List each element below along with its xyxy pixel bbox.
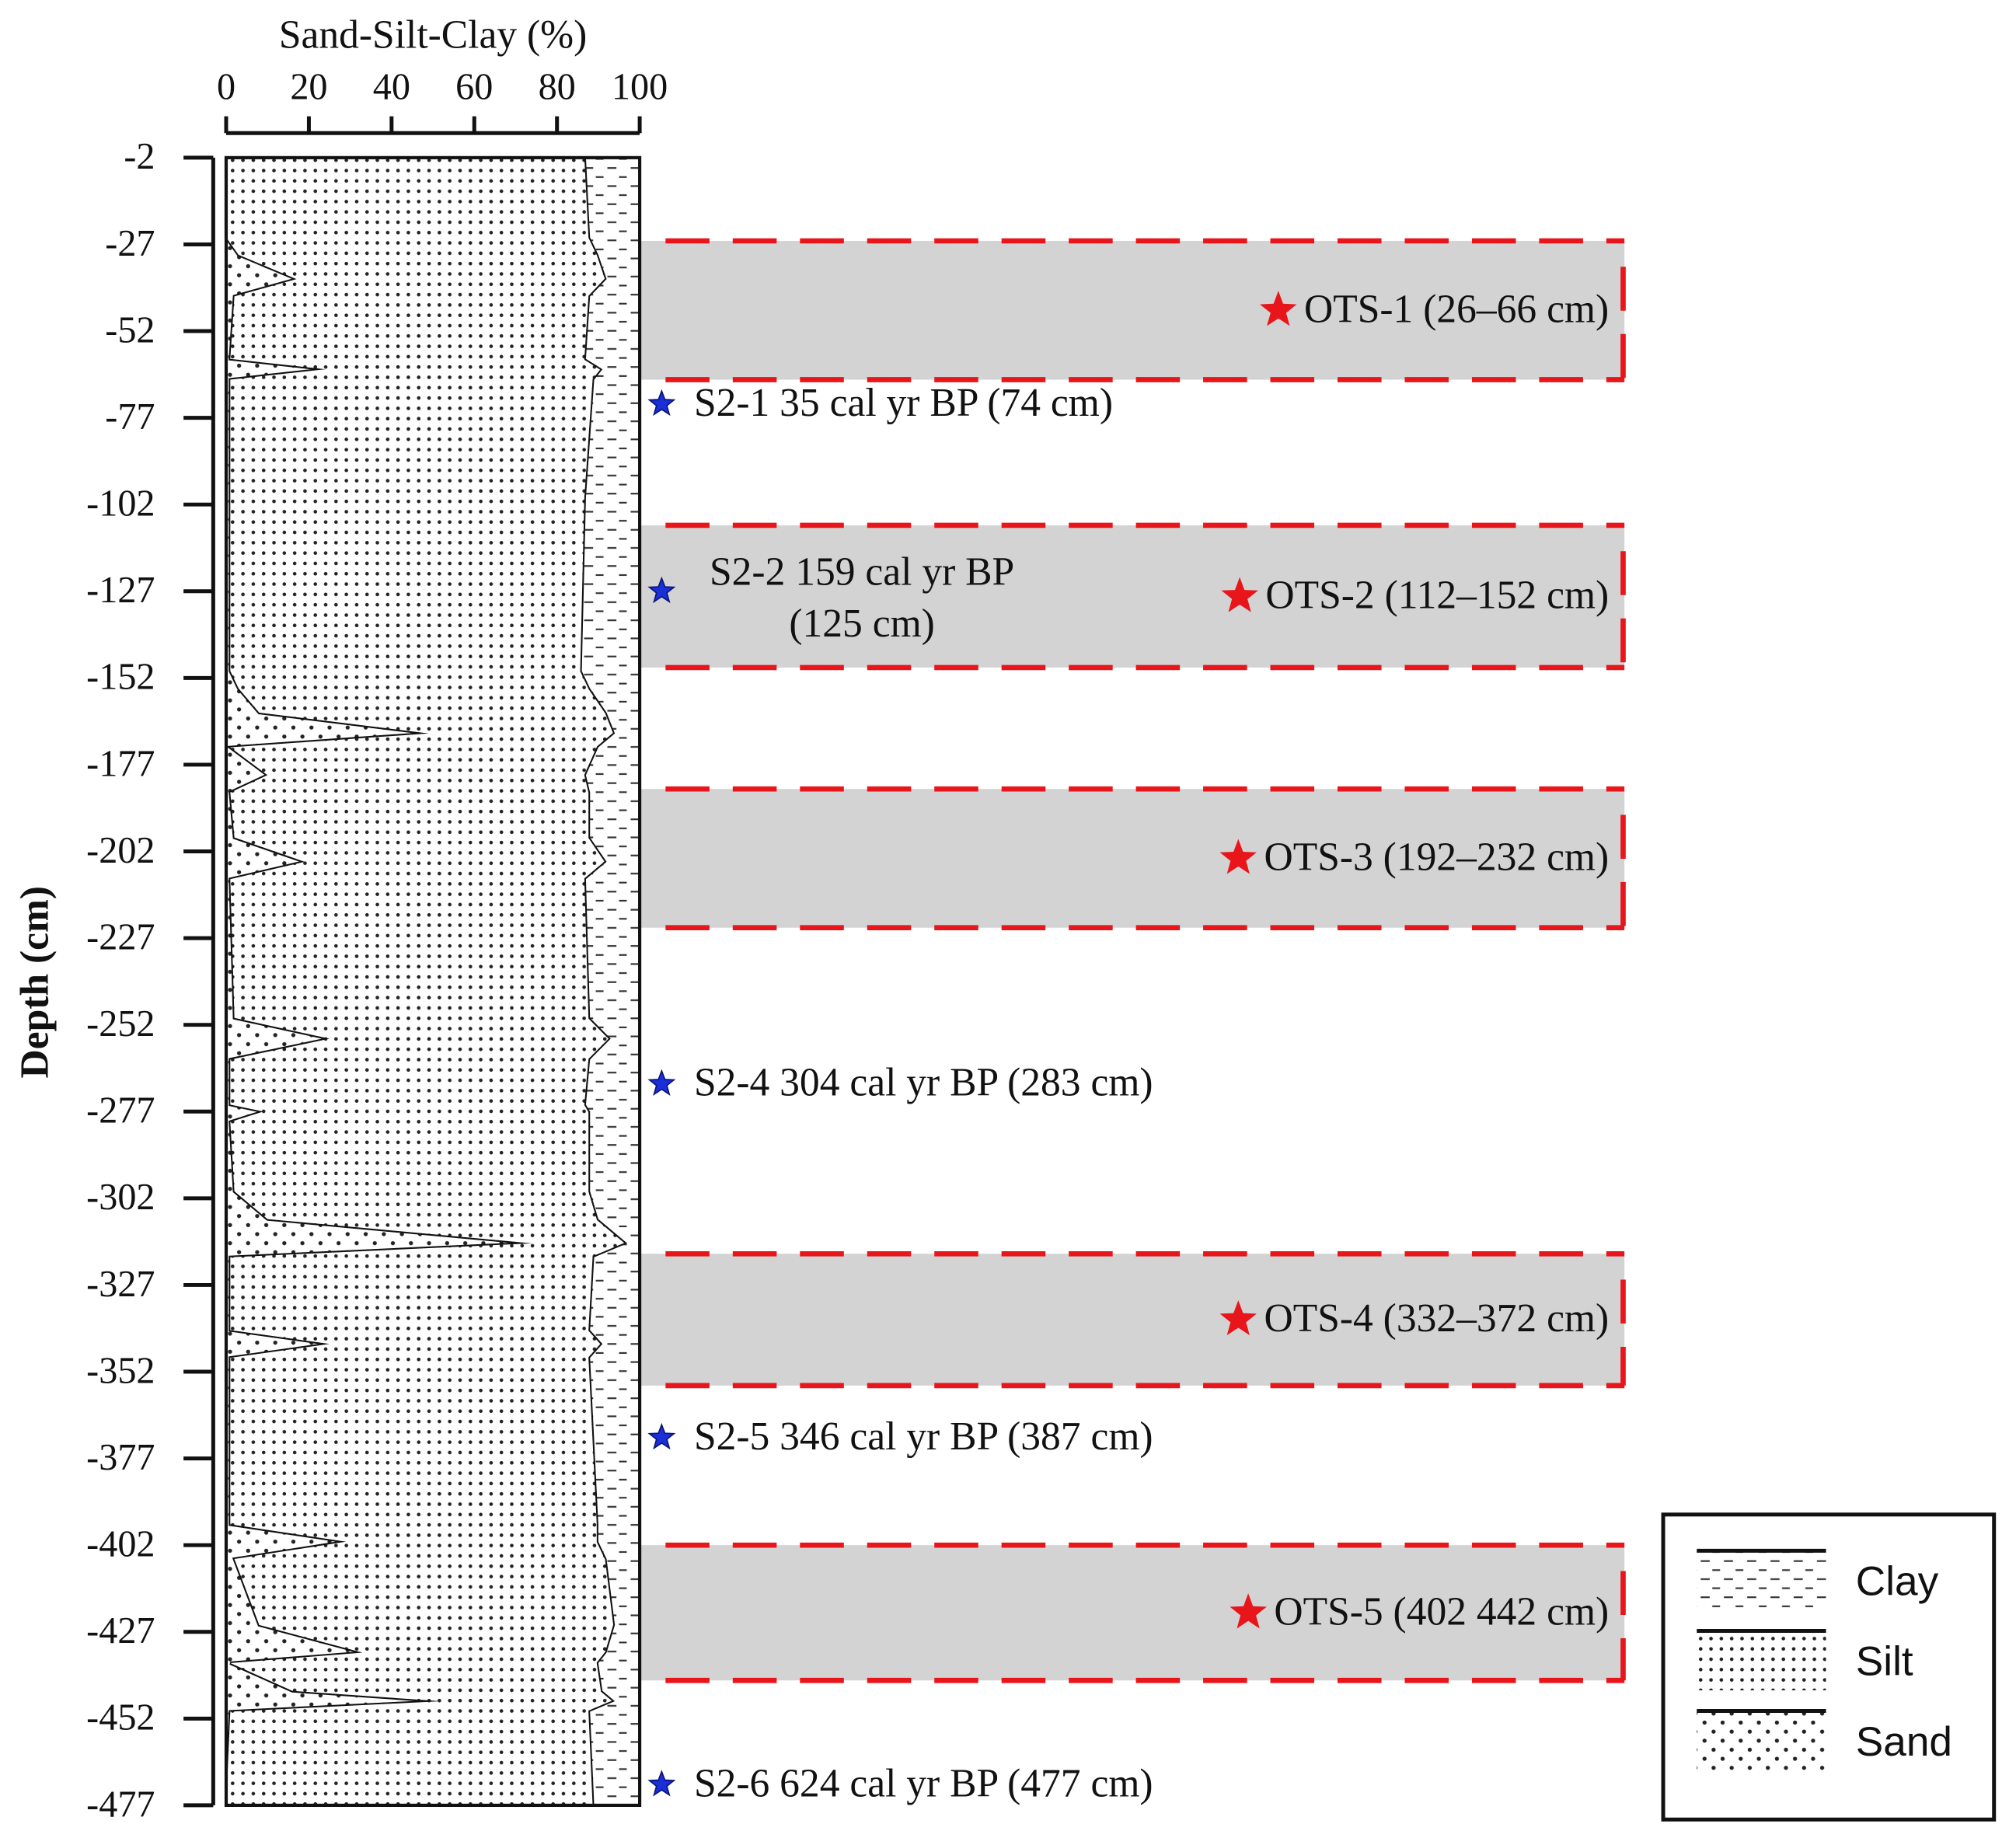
y-tick-label: -127 [86,570,155,611]
sample-marker [647,1422,676,1450]
chart-title: Sand-Silt-Clay (%) [279,13,587,58]
y-tick-label: -377 [86,1437,155,1478]
y-tick-label: -277 [86,1090,155,1132]
sample-label: (125 cm) [789,602,934,646]
legend-label: Silt [1856,1639,1913,1685]
zone-box [640,525,1625,668]
zone-box [640,240,1625,380]
zone-star [1260,291,1297,326]
zones: OTS-1 (26–66 cm) OTS-2 (112–152 cm) OTS-3 … [640,238,1626,1683]
zone-box [640,1254,1625,1386]
zone-label: OTS-2 (112–152 cm) [1265,574,1609,618]
legend-swatch [1697,1711,1826,1771]
sample-label: S2-4 304 cal yr BP (283 cm) [694,1061,1153,1105]
x-tick-label: 100 [612,66,668,107]
zone-label: OTS-1 (26–66 cm) [1304,287,1609,331]
sample-marker [647,576,676,604]
zone-label: OTS-3 (192–232 cm) [1264,835,1610,880]
zone-box [640,789,1625,928]
y-tick-label: -27 [105,223,155,264]
y-tick-label: -227 [86,916,155,957]
y-tick-label: -77 [105,396,155,438]
y-tick-label: -327 [86,1264,155,1305]
x-tick-label: 80 [539,66,576,107]
y-tick-label: -2 [124,136,155,177]
area-0 [226,157,532,1805]
y-tick-label: -152 [86,657,155,698]
y-tick-label: -52 [105,309,155,351]
zone-star [1229,1593,1267,1629]
y-tick-label: -102 [86,483,155,525]
x-tick-label: 60 [455,66,493,107]
legend-label: Sand [1856,1719,1952,1765]
y-tick-label: -202 [86,830,155,871]
x-tick-label: 40 [373,66,410,107]
y-tick-label: -452 [86,1697,155,1739]
x-tick-label: 20 [290,66,327,107]
zone-label: OTS-5 (402 442 cm) [1274,1589,1609,1634]
plot [224,155,642,1808]
sample-label: S2-1 35 cal yr BP (74 cm) [694,381,1113,425]
y-tick-label: -427 [86,1610,155,1651]
sample-marker [647,389,676,417]
sample-label: S2-6 624 cal yr BP (477 cm) [694,1761,1153,1805]
y-tick-label: -252 [86,1003,155,1045]
zone-label: OTS-4 (332–372 cm) [1264,1296,1610,1341]
y-tick-label: -352 [86,1350,155,1391]
legend-label: Clay [1856,1559,1939,1605]
zone-star [1221,577,1258,612]
y-tick-label: -402 [86,1524,155,1565]
y-tick-label: -477 [86,1784,155,1825]
zone-box [640,1545,1625,1681]
y-tick-label: -302 [86,1177,155,1218]
zone-star [1219,1300,1257,1336]
sample-label: S2-5 346 cal yr BP (387 cm) [694,1414,1153,1459]
y-axis-label: Depth (cm) [13,886,58,1079]
y-tick-label: -177 [86,743,155,784]
area-2 [581,157,640,1805]
area-1 [226,157,628,1805]
sample-marker [647,1069,676,1096]
log-frame [224,155,642,1808]
legend-swatch [1697,1550,1826,1610]
zone-star [1219,839,1257,874]
sample-marker [647,1770,676,1797]
legend-swatch [1697,1630,1826,1690]
sample-label: S2-2 159 cal yr BP [710,550,1014,595]
x-tick-label: 0 [217,66,235,107]
